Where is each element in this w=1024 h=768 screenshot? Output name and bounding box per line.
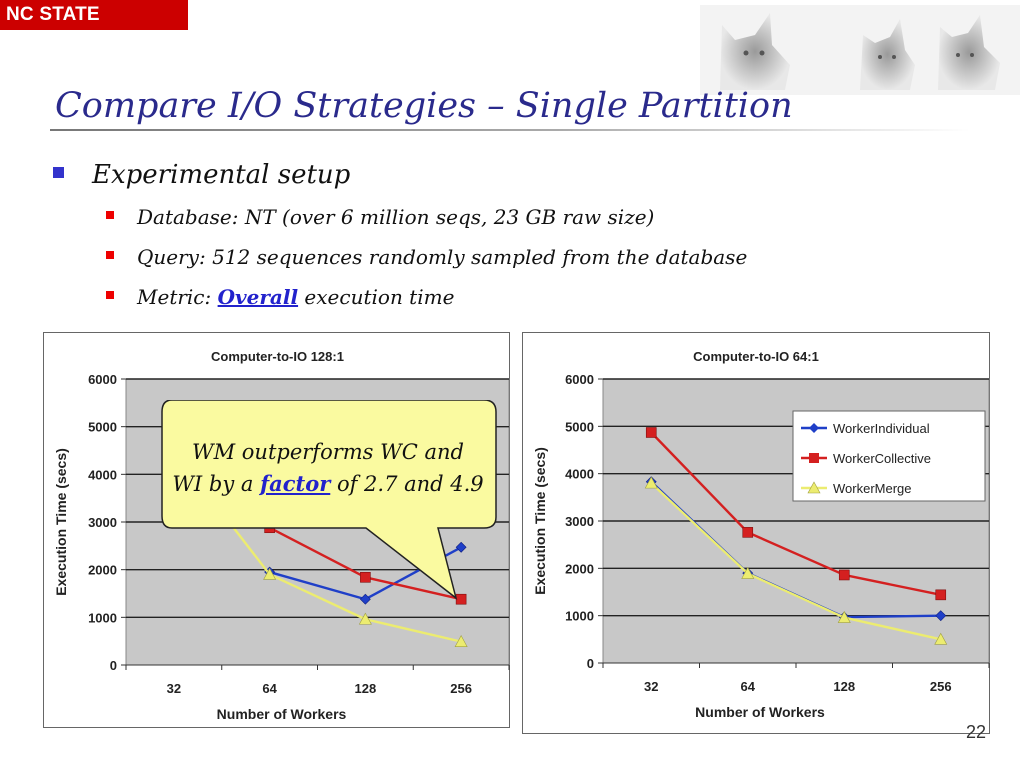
data-point-WorkerMerge <box>263 567 277 580</box>
legend-label-WorkerMerge: WorkerMerge <box>833 481 912 496</box>
y-tick-label: 1000 <box>88 610 117 625</box>
data-point-WorkerMerge <box>358 612 372 625</box>
x-axis-label: Number of Workers <box>217 706 347 722</box>
callout-factor-link[interactable]: factor <box>260 471 331 496</box>
y-axis-label: Execution Time (secs) <box>53 448 69 596</box>
callout-line2-suffix: of 2.7 and 4.9 <box>330 472 484 496</box>
y-tick-label: 5000 <box>88 420 117 435</box>
metric-prefix: Metric: <box>137 285 218 309</box>
x-tick-label: 128 <box>833 679 855 694</box>
legend-marker-WorkerMerge <box>807 481 821 494</box>
data-point-WorkerMerge <box>837 610 851 623</box>
title-divider <box>50 129 970 131</box>
x-tick-label: 256 <box>450 681 472 696</box>
bullet-metric: Metric: Overall execution time <box>137 285 454 309</box>
data-point-WorkerCollective <box>838 569 850 581</box>
y-tick-label: 6000 <box>88 372 117 387</box>
page-number: 22 <box>966 722 987 742</box>
x-tick-label: 128 <box>355 681 377 696</box>
legend-box <box>792 410 986 502</box>
bullet-square-icon <box>106 291 114 299</box>
chart-title: Computer-to-IO 64:1 <box>693 349 819 364</box>
y-tick-label: 2000 <box>565 561 594 576</box>
y-tick-label: 5000 <box>565 419 594 434</box>
chart-64-svg: Computer-to-IO 64:1 0 1000 2000 3000 4000 5000… <box>532 349 990 720</box>
y-tick-label: 6000 <box>565 372 594 387</box>
y-tick-label: 4000 <box>88 467 117 482</box>
data-point-WorkerIndividual <box>455 541 467 553</box>
legend-label-WorkerIndividual: WorkerIndividual <box>833 421 930 436</box>
data-point-WorkerCollective <box>935 589 947 601</box>
data-point-WorkerIndividual <box>359 593 371 605</box>
bullet-square-icon <box>53 167 64 178</box>
y-tick-label: 3000 <box>88 515 117 530</box>
bullet-square-icon <box>106 251 114 259</box>
bullet-database: Database: NT (over 6 million seqs, 23 GB… <box>137 205 655 229</box>
x-axis-label: Number of Workers <box>695 704 825 720</box>
chart-64-to-1: Computer-to-IO 64:1 0 1000 2000 3000 4000 5000… <box>522 332 990 734</box>
y-tick-label: 4000 <box>565 467 594 482</box>
legend-label-WorkerCollective: WorkerCollective <box>833 451 931 466</box>
y-tick-label: 1000 <box>565 609 594 624</box>
y-tick-label: 0 <box>110 658 117 673</box>
chart-title: Computer-to-IO 128:1 <box>211 349 344 364</box>
x-tick-label: 32 <box>167 681 181 696</box>
data-point-WorkerCollective <box>360 571 371 583</box>
legend-marker-WorkerCollective <box>809 453 819 463</box>
x-tick-label: 64 <box>741 679 756 694</box>
series-line-WorkerMerge <box>650 482 942 641</box>
data-point-WorkerIndividual <box>935 610 947 622</box>
data-point-WorkerMerge <box>741 566 755 579</box>
metric-suffix: execution time <box>298 285 455 309</box>
data-point-WorkerCollective <box>645 427 657 438</box>
y-tick-label: 3000 <box>565 514 594 529</box>
callout-line-2: WI by a factor of 2.7 and 4.9 <box>160 468 496 500</box>
y-tick-label: 2000 <box>88 563 117 578</box>
bullet-query: Query: 512 sequences randomly sampled fr… <box>137 245 748 269</box>
data-point-WorkerMerge <box>644 476 658 489</box>
callout-text: WM outperforms WC and WI by a factor of … <box>160 436 496 500</box>
callout-line-1: WM outperforms WC and <box>192 440 464 464</box>
university-logo: NC STATE UNIVERSITY <box>0 0 188 55</box>
y-axis-label: Execution Time (secs) <box>532 447 548 595</box>
x-tick-label: 32 <box>644 679 658 694</box>
data-point-WorkerMerge <box>934 632 948 645</box>
metric-highlight[interactable]: Overall <box>217 285 299 309</box>
data-point-WorkerMerge <box>454 635 468 647</box>
x-tick-label: 64 <box>262 681 277 696</box>
bullet-square-icon <box>106 211 114 219</box>
slide-title: Compare I/O Strategies – Single Partitio… <box>55 86 793 126</box>
legend-marker-WorkerIndividual <box>809 423 819 433</box>
callout-line2-prefix: WI by a <box>172 472 261 496</box>
bullet-main: Experimental setup <box>92 160 351 190</box>
data-point-WorkerCollective <box>455 593 467 605</box>
x-tick-label: 256 <box>930 679 952 694</box>
series-line-WorkerCollective <box>650 431 941 597</box>
data-point-WorkerCollective <box>742 527 754 538</box>
y-tick-label: 0 <box>587 656 594 671</box>
wolves-image <box>700 5 1020 95</box>
callout-box <box>161 400 497 600</box>
